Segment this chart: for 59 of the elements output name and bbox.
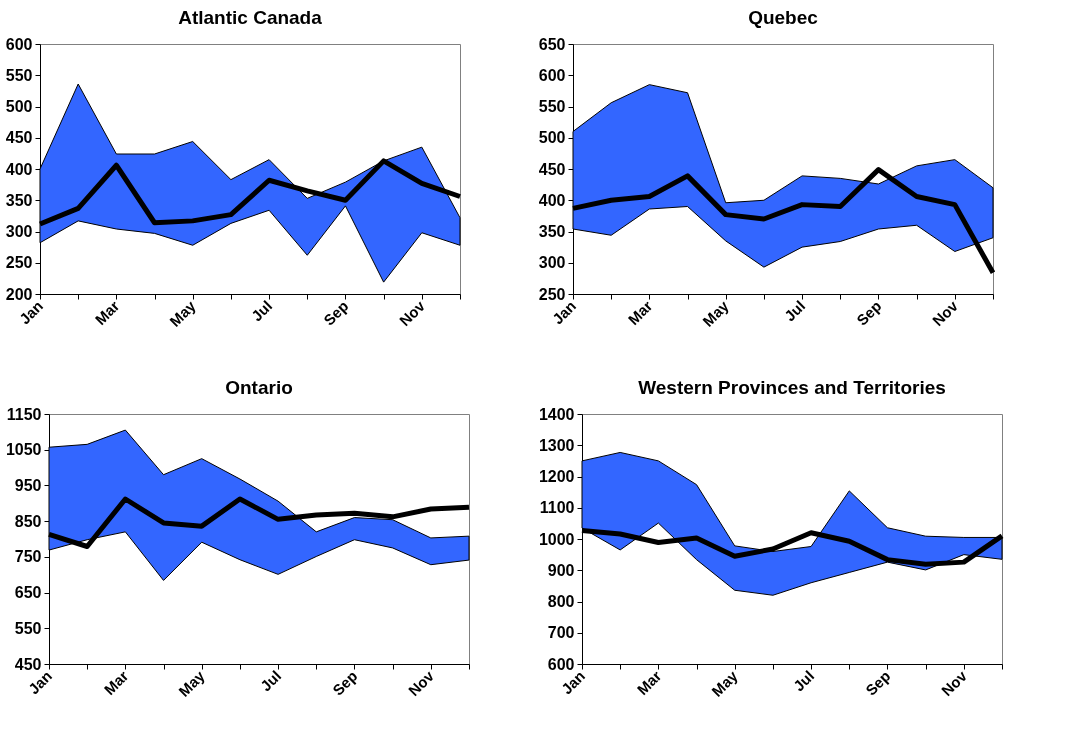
y-tick-label: 1050 — [5, 441, 42, 459]
y-tick-label: 550 — [14, 619, 42, 637]
x-tick-label: Jul — [247, 297, 276, 325]
y-tick-label: 800 — [547, 593, 575, 610]
y-tick-label: 450 — [538, 160, 566, 178]
y-tick-label: 1100 — [539, 499, 575, 517]
x-tick-label: Sep — [320, 297, 352, 329]
x-tick-label: Jul — [256, 667, 285, 695]
x-tick-label: Jul — [780, 297, 809, 325]
y-tick-label: 600 — [5, 35, 33, 53]
x-tick-label: Nov — [395, 296, 429, 330]
x-tick-label: Nov — [928, 296, 962, 330]
y-tick-label: 950 — [14, 476, 42, 494]
y-tick-label: 650 — [538, 35, 566, 53]
chart-title: Western Provinces and Territories — [638, 377, 946, 398]
y-tick-label: 1000 — [538, 530, 575, 548]
x-tick-label: Sep — [329, 667, 361, 699]
y-tick-label: 700 — [547, 624, 575, 642]
x-tick-label: Jul — [789, 667, 818, 695]
y-tick-label: 450 — [5, 129, 33, 147]
y-tick-label: 350 — [5, 191, 33, 209]
y-tick-label: 1200 — [538, 468, 575, 485]
x-tick-label: Mar — [91, 297, 123, 329]
y-tick-label: 600 — [538, 66, 566, 84]
y-tick-label: 550 — [538, 98, 566, 115]
y-tick-label: 300 — [538, 254, 566, 272]
chart-title: Ontario — [225, 377, 293, 398]
x-tick-label: May — [175, 666, 209, 700]
x-tick-label: Sep — [862, 667, 894, 699]
y-tick-label: 900 — [547, 561, 575, 579]
y-tick-label: 250 — [538, 285, 566, 303]
chart-title: Atlantic Canada — [178, 7, 323, 28]
y-tick-label: 750 — [14, 548, 42, 566]
x-tick-label: May — [699, 296, 733, 330]
y-tick-label: 1150 — [6, 405, 42, 423]
y-tick-label: 300 — [5, 223, 33, 240]
y-tick-label: 650 — [14, 584, 42, 602]
y-tick-label: 550 — [5, 66, 33, 84]
y-tick-label: 200 — [5, 285, 33, 303]
y-tick-label: 600 — [547, 655, 575, 673]
x-tick-label: Nov — [937, 666, 971, 700]
y-tick-label: 500 — [538, 129, 566, 147]
y-tick-label: 500 — [5, 98, 33, 115]
chart-title: Quebec — [748, 7, 819, 28]
y-tick-label: 1300 — [538, 436, 575, 454]
y-tick-label: 450 — [14, 655, 42, 673]
x-tick-label: Nov — [404, 666, 438, 700]
x-tick-label: Mar — [633, 667, 665, 699]
y-tick-label: 250 — [5, 254, 33, 272]
y-tick-label: 400 — [538, 191, 566, 209]
y-tick-label: 850 — [14, 512, 42, 530]
x-tick-label: May — [166, 296, 200, 330]
x-tick-label: Mar — [100, 667, 132, 699]
x-tick-label: Mar — [624, 297, 656, 329]
x-tick-label: Sep — [853, 297, 885, 329]
y-tick-label: 1400 — [538, 405, 575, 423]
y-tick-label: 400 — [5, 160, 33, 178]
x-tick-label: May — [708, 666, 742, 700]
y-tick-label: 350 — [538, 223, 566, 240]
